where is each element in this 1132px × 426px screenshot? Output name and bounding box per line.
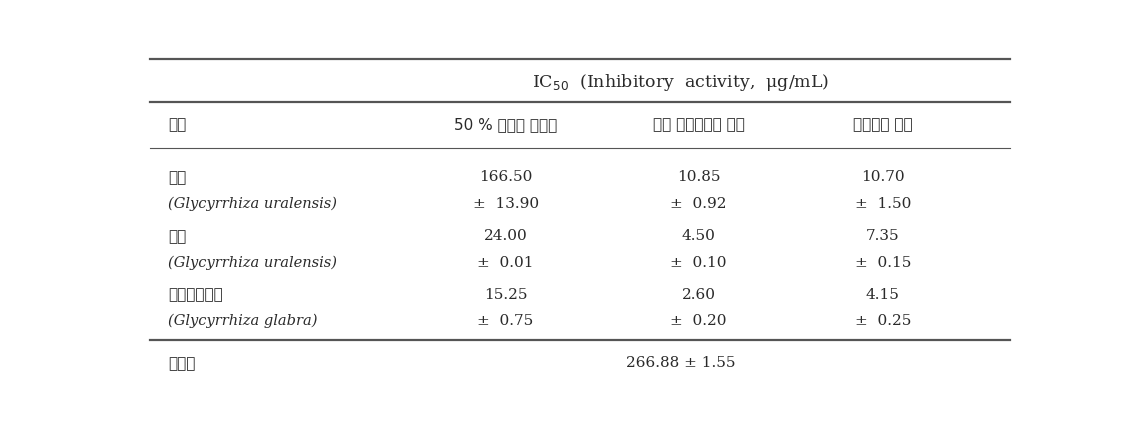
- Text: 266.88 ± 1.55: 266.88 ± 1.55: [626, 357, 736, 370]
- Text: ±  0.92: ± 0.92: [670, 197, 727, 210]
- Text: 15.25: 15.25: [483, 288, 528, 302]
- Text: 아글리콘 분획: 아글리콘 분획: [854, 118, 912, 132]
- Text: 50 % 에탄올 추출물: 50 % 에탄올 추출물: [454, 118, 557, 132]
- Text: 알부틴: 알부틴: [168, 356, 195, 371]
- Text: 2.60: 2.60: [681, 288, 715, 302]
- Text: 24.00: 24.00: [483, 230, 528, 243]
- Text: 분획: 분획: [168, 118, 186, 132]
- Text: 10.85: 10.85: [677, 170, 720, 184]
- Text: (Glycyrrhiza uralensis): (Glycyrrhiza uralensis): [168, 256, 337, 270]
- Text: 한국: 한국: [168, 170, 186, 185]
- Text: 에틸 아세테이트 분획: 에틸 아세테이트 분획: [653, 118, 745, 132]
- Text: 10.70: 10.70: [861, 170, 904, 184]
- Text: IC$_{50}$  (Inhibitory  activity,  $\mathregular{\mu}$g/mL): IC$_{50}$ (Inhibitory activity, $\mathre…: [532, 72, 830, 93]
- Text: 우즈베키스탄: 우즈베키스탄: [168, 287, 223, 302]
- Text: ±  0.25: ± 0.25: [855, 314, 911, 328]
- Text: 166.50: 166.50: [479, 170, 532, 184]
- Text: ±  0.15: ± 0.15: [855, 256, 911, 270]
- Text: 4.50: 4.50: [681, 230, 715, 243]
- Text: ±  0.20: ± 0.20: [670, 314, 727, 328]
- Text: ±  13.90: ± 13.90: [472, 197, 539, 210]
- Text: ±  0.75: ± 0.75: [478, 314, 533, 328]
- Text: ±  1.50: ± 1.50: [855, 197, 911, 210]
- Text: ±  0.10: ± 0.10: [670, 256, 727, 270]
- Text: (Glycyrrhiza glabra): (Glycyrrhiza glabra): [168, 314, 317, 328]
- Text: 4.15: 4.15: [866, 288, 900, 302]
- Text: (Glycyrrhiza uralensis): (Glycyrrhiza uralensis): [168, 196, 337, 211]
- Text: ±  0.01: ± 0.01: [478, 256, 534, 270]
- Text: 중국: 중국: [168, 229, 186, 244]
- Text: 7.35: 7.35: [866, 230, 900, 243]
